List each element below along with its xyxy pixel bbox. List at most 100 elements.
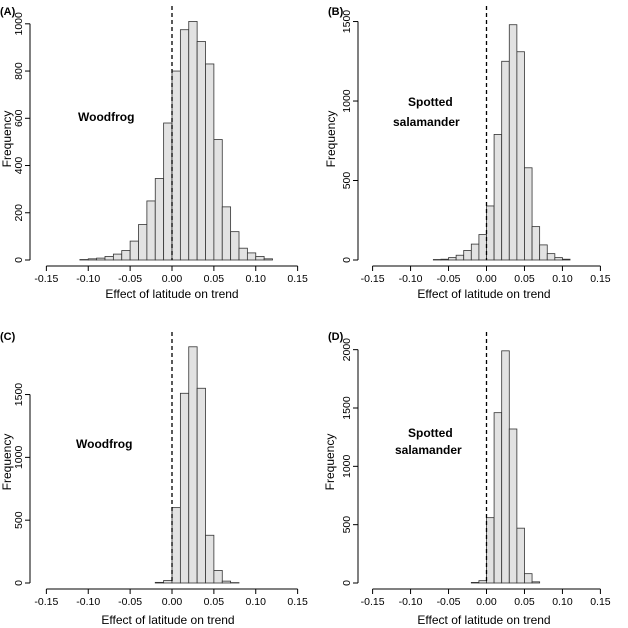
x-axis-title: Effect of latitude on trend (105, 287, 238, 301)
histogram-bar (146, 200, 156, 261)
x-tick-label: 0.15 (287, 596, 308, 608)
histogram-bar (531, 226, 541, 261)
x-tick-label: 0.10 (246, 596, 267, 608)
histogram-bar (478, 580, 487, 584)
histogram-bar (455, 254, 465, 261)
histogram-bar (104, 256, 114, 261)
histogram-bar (154, 178, 165, 261)
histogram-bar (246, 252, 257, 261)
histogram-bar (196, 41, 206, 261)
histogram-bar (448, 257, 457, 261)
histogram-bar (263, 258, 273, 261)
species-label-line-1: Spotted (408, 426, 453, 440)
panel-c: (C) Woodfrog Effect of latitude on trend… (0, 331, 308, 627)
histogram-bar (524, 573, 533, 584)
y-tick-label: 0 (13, 580, 25, 586)
x-tick-label: 0.00 (162, 273, 183, 285)
x-tick-label: 0.10 (552, 273, 573, 285)
y-tick-label: 1000 (341, 454, 353, 478)
panel-label: (D) (328, 331, 344, 343)
histogram-bar (213, 570, 223, 584)
histogram-bar (129, 240, 139, 261)
histogram-bar (179, 392, 190, 584)
histogram-bar (516, 527, 525, 584)
histogram-bar (440, 258, 449, 261)
species-label-line-2: salamander (393, 115, 460, 129)
x-axis-title: Effect of latitude on trend (417, 287, 550, 301)
panel-d: (D) Spotted salamander Effect of latitud… (323, 331, 611, 627)
histogram-bar (486, 205, 495, 261)
histogram-bar (205, 534, 215, 584)
histogram-bar (508, 24, 518, 261)
histogram-bar (531, 581, 541, 584)
panel-a: (A) Woodfrog Effect of latitude on trend… (0, 6, 308, 301)
species-label-line-2: salamander (395, 443, 462, 457)
x-tick-label: 0.15 (590, 273, 611, 285)
x-tick-label: 0.05 (514, 273, 535, 285)
species-label-line-1: Woodfrog (78, 110, 134, 124)
histogram-bar (539, 244, 548, 261)
histogram-bar (554, 257, 563, 261)
x-tick-label: -0.15 (34, 596, 58, 608)
histogram-bar (87, 258, 98, 261)
y-axis-title: Frequency (0, 111, 14, 168)
y-tick-label: 500 (341, 172, 353, 190)
histogram-bar (486, 517, 495, 584)
histogram-bar (213, 139, 223, 261)
y-tick-label: 600 (13, 109, 25, 127)
x-tick-label: -0.10 (76, 596, 100, 608)
histogram-bar (470, 582, 480, 584)
histogram-bar (230, 231, 240, 261)
y-tick-label: 500 (341, 516, 353, 534)
y-tick-label: 2000 (341, 338, 353, 362)
histogram-bar (501, 60, 510, 261)
x-axis-title: Effect of latitude on trend (101, 613, 234, 627)
histogram-bar (255, 256, 265, 261)
y-tick-label: 0 (341, 257, 353, 263)
panel-b: (B) Spotted salamander Effect of latitud… (324, 6, 611, 301)
y-tick-label: 1000 (341, 89, 353, 113)
y-tick-label: 1500 (341, 10, 353, 34)
histogram-bar (121, 250, 131, 261)
x-tick-label: 0.00 (476, 596, 497, 608)
y-tick-label: 1500 (341, 396, 353, 420)
y-tick-label: 800 (13, 62, 25, 80)
histogram-bar (179, 29, 190, 261)
histogram-bar (493, 412, 503, 584)
y-tick-label: 0 (341, 580, 353, 586)
x-tick-label: -0.15 (361, 596, 385, 608)
x-tick-label: -0.10 (76, 273, 100, 285)
x-tick-label: -0.15 (361, 273, 385, 285)
x-tick-label: 0.15 (590, 596, 611, 608)
histogram-bar (493, 134, 503, 261)
histogram-bar (196, 387, 206, 584)
histogram-bar (205, 63, 215, 261)
x-tick-label: -0.10 (399, 273, 423, 285)
histogram-bar (501, 350, 510, 584)
histogram-bar (478, 234, 487, 261)
histogram-bar (188, 21, 198, 261)
histogram-bar (171, 507, 181, 584)
panel-label: (C) (0, 331, 16, 343)
histogram-bar (508, 428, 518, 584)
y-tick-label: 400 (13, 157, 25, 175)
histogram-bar (171, 70, 181, 261)
y-tick-label: 1000 (13, 446, 25, 470)
x-tick-label: -0.10 (399, 596, 423, 608)
y-tick-label: 1000 (13, 12, 25, 36)
species-label-line-1: Spotted (408, 95, 453, 109)
x-tick-label: -0.05 (437, 273, 461, 285)
histogram-bar (163, 122, 173, 261)
x-tick-label: -0.05 (118, 273, 142, 285)
histogram-bar (463, 250, 472, 261)
x-tick-label: 0.05 (514, 596, 535, 608)
panel-label: (A) (0, 6, 16, 18)
histogram-bar (470, 243, 480, 261)
y-tick-label: 1500 (13, 383, 25, 407)
y-axis-title: Frequency (0, 434, 14, 491)
histogram-bar (96, 257, 106, 261)
histogram-bar (546, 253, 556, 261)
y-tick-label: 200 (13, 204, 25, 222)
histogram-bar (112, 253, 123, 261)
